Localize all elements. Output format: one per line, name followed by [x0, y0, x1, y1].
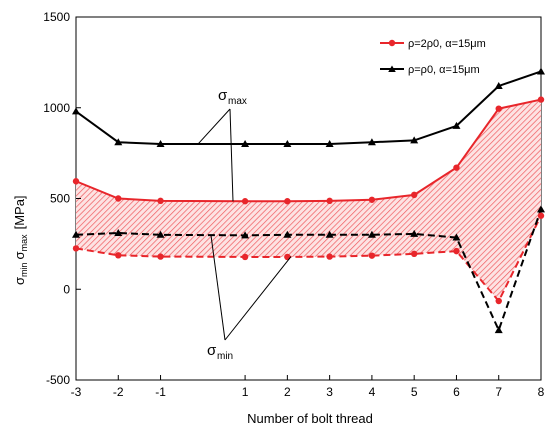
data-point — [72, 245, 80, 252]
data-point — [157, 197, 164, 205]
data-point — [114, 228, 123, 236]
data-point — [114, 138, 123, 146]
data-point — [241, 140, 250, 148]
series-line-3 — [75, 70, 542, 146]
svg-text:min: min — [217, 351, 233, 362]
y-tick-label: 1500 — [43, 10, 70, 24]
data-point — [410, 250, 418, 258]
data-point — [368, 196, 376, 203]
x-axis-label: Number of bolt thread — [247, 411, 373, 426]
y-tick-label: -500 — [46, 373, 70, 387]
data-point — [537, 212, 545, 219]
data-point — [325, 230, 334, 238]
data-point — [326, 197, 333, 205]
data-point — [241, 253, 249, 261]
data-point — [241, 231, 250, 239]
data-point — [156, 230, 165, 238]
x-tick-label: 8 — [538, 385, 545, 399]
y-tick-label: 500 — [50, 192, 70, 206]
data-point — [325, 140, 334, 148]
svg-text:σ: σ — [207, 342, 217, 359]
data-point — [241, 198, 249, 205]
data-point — [367, 138, 376, 146]
data-point — [72, 107, 80, 115]
data-point — [410, 191, 418, 199]
data-point — [72, 178, 80, 185]
data-point — [283, 230, 292, 238]
x-tick-label: 7 — [495, 385, 502, 399]
x-tick-label: 1 — [242, 385, 249, 399]
data-point — [495, 297, 502, 305]
x-tick-label: -2 — [113, 385, 124, 399]
data-point — [494, 81, 503, 89]
legend: ρ=2ρ0, α=15μm ρ=ρ0, α=15μm — [380, 38, 486, 76]
legend-label-series-1: ρ=2ρ0, α=15μm — [408, 38, 486, 50]
data-point — [453, 247, 460, 255]
x-tick-label: 2 — [284, 385, 291, 399]
x-tick-label: 4 — [369, 385, 376, 399]
data-point — [495, 105, 502, 112]
sigma-max-label: σ max — [218, 87, 247, 107]
svg-text:σ: σ — [218, 87, 228, 104]
data-point — [537, 205, 545, 213]
sigma-max-leader — [229, 108, 234, 202]
shaded-band — [76, 99, 541, 302]
data-point — [283, 140, 292, 148]
data-point — [537, 96, 545, 103]
y-axis-label: σminσmax[MPa] — [12, 195, 29, 285]
data-point — [115, 195, 122, 202]
x-tick-label: 6 — [453, 385, 460, 399]
data-point — [537, 67, 545, 75]
data-point — [115, 252, 122, 259]
y-tick-label: 1000 — [43, 101, 70, 115]
data-point — [72, 230, 80, 238]
data-point — [452, 233, 461, 241]
y-tick-label: 0 — [63, 282, 70, 296]
sigma-min-label: σ min — [207, 342, 233, 362]
x-tick-label: -1 — [155, 385, 166, 399]
sigma-min-leader — [224, 256, 292, 341]
data-point — [368, 252, 376, 259]
data-point — [156, 140, 165, 148]
svg-text:σminσmax[MPa]: σminσmax[MPa] — [12, 195, 29, 285]
data-point — [367, 230, 376, 238]
data-point — [284, 253, 291, 261]
data-point — [494, 326, 503, 334]
data-point — [284, 198, 291, 205]
x-tick-label: 5 — [411, 385, 418, 399]
data-point — [452, 121, 461, 129]
legend-label-series-2: ρ=ρ0, α=15μm — [408, 64, 480, 76]
x-tick-label: 3 — [326, 385, 333, 399]
data-point — [410, 136, 419, 144]
svg-text:max: max — [228, 96, 247, 107]
data-point — [410, 229, 419, 237]
sigma-min-leader — [210, 235, 226, 341]
sigma-max-leader — [197, 108, 231, 145]
x-tick-label: -3 — [71, 385, 82, 399]
data-point — [157, 253, 164, 260]
data-point — [453, 164, 460, 171]
data-point — [326, 253, 333, 260]
